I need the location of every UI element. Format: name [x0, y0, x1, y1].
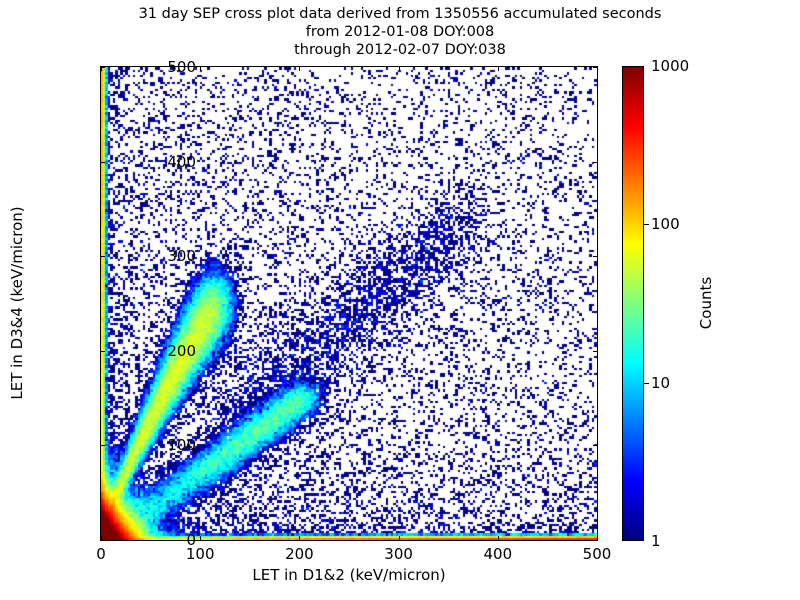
x-tick: [101, 536, 102, 540]
y-tick-label: 100: [167, 436, 196, 455]
y-tick-label: 200: [167, 341, 196, 360]
y-tick: [101, 445, 105, 447]
y-tick-right: [593, 445, 597, 447]
plot-area: [101, 67, 597, 540]
y-tick-right: [593, 540, 597, 541]
y-tick: [101, 350, 105, 352]
y-tick: [101, 161, 105, 163]
figure-title: 31 day SEP cross plot data derived from …: [0, 5, 800, 59]
y-tick-label: 400: [167, 152, 196, 171]
x-tick: [299, 536, 301, 540]
y-tick-right: [593, 256, 597, 258]
x-tick: [398, 536, 400, 540]
plot-axes: [100, 66, 598, 541]
x-tick: [200, 536, 202, 540]
x-tick-label: 200: [285, 545, 314, 563]
y-tick-label: 300: [167, 247, 196, 266]
colorbar-tick: [644, 382, 649, 384]
y-tick-right: [593, 350, 597, 352]
y-tick: [101, 540, 105, 541]
x-tick-top: [597, 67, 598, 71]
y-tick-right: [593, 67, 597, 68]
x-tick: [497, 536, 499, 540]
x-tick-label: 0: [96, 545, 106, 563]
colorbar-tick: [644, 224, 649, 226]
y-axis-title: LET in D3&4 (keV/micron): [8, 206, 26, 400]
colorbar-gradient: [623, 67, 643, 540]
colorbar-tick-label: 100: [651, 215, 680, 234]
y-tick-right: [593, 161, 597, 163]
x-tick-label: 100: [185, 545, 215, 563]
x-tick: [597, 536, 598, 540]
y-tick: [101, 256, 105, 258]
x-tick-top: [101, 67, 102, 71]
title-line-1: 31 day SEP cross plot data derived from …: [138, 6, 662, 22]
x-tick-top: [299, 67, 301, 71]
density-scatter-canvas: [101, 67, 597, 540]
y-tick-label: 500: [167, 58, 196, 76]
colorbar-tick-label: 10: [651, 373, 671, 392]
colorbar-tick-label: 1000: [651, 57, 690, 75]
x-tick-top: [200, 67, 202, 71]
x-tick-label: 500: [582, 545, 612, 563]
y-tick-label: 0: [186, 531, 196, 549]
colorbar-tick-label: 1: [651, 532, 661, 550]
x-axis-title: LET in D1&2 (keV/micron): [252, 566, 446, 584]
title-line-2: from 2012-01-08 DOY:008: [305, 24, 495, 40]
y-tick: [101, 67, 105, 68]
x-tick-top: [398, 67, 400, 71]
colorbar: [622, 66, 644, 541]
x-tick-label: 300: [384, 545, 413, 563]
title-line-3: through 2012-02-07 DOY:038: [294, 42, 506, 58]
x-tick-label: 400: [483, 545, 513, 563]
x-tick-top: [497, 67, 499, 71]
colorbar-title: Counts: [697, 276, 715, 330]
